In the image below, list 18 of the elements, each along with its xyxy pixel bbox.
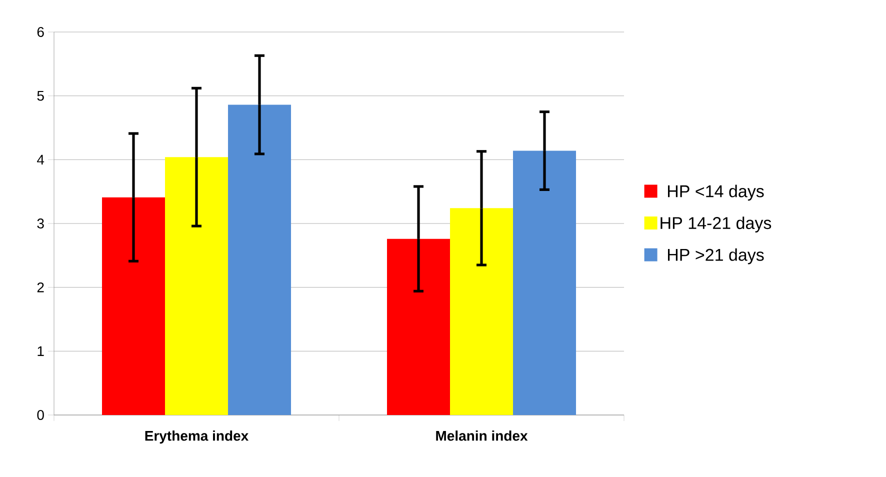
y-tick-label: 3 (37, 218, 44, 228)
y-tick-label: 6 (37, 27, 44, 37)
x-tick-label: Erythema index (145, 430, 249, 444)
y-tick-label: 2 (37, 282, 44, 292)
legend-label: HP 14-21 days (660, 216, 772, 232)
bar (513, 150, 576, 415)
x-tick-label: Melanin index (436, 430, 528, 441)
bar (450, 208, 514, 415)
bar (102, 197, 166, 415)
y-tick-label: 1 (38, 346, 44, 356)
legend-label: HP <14 days (668, 184, 764, 201)
bar (165, 157, 228, 415)
bar (387, 238, 450, 415)
bar (228, 104, 292, 415)
y-tick-label: 0 (37, 410, 44, 420)
y-tick-label: 5 (37, 90, 44, 101)
legend-label: HP >21 days (668, 248, 764, 264)
y-tick-label: 4 (37, 154, 44, 164)
